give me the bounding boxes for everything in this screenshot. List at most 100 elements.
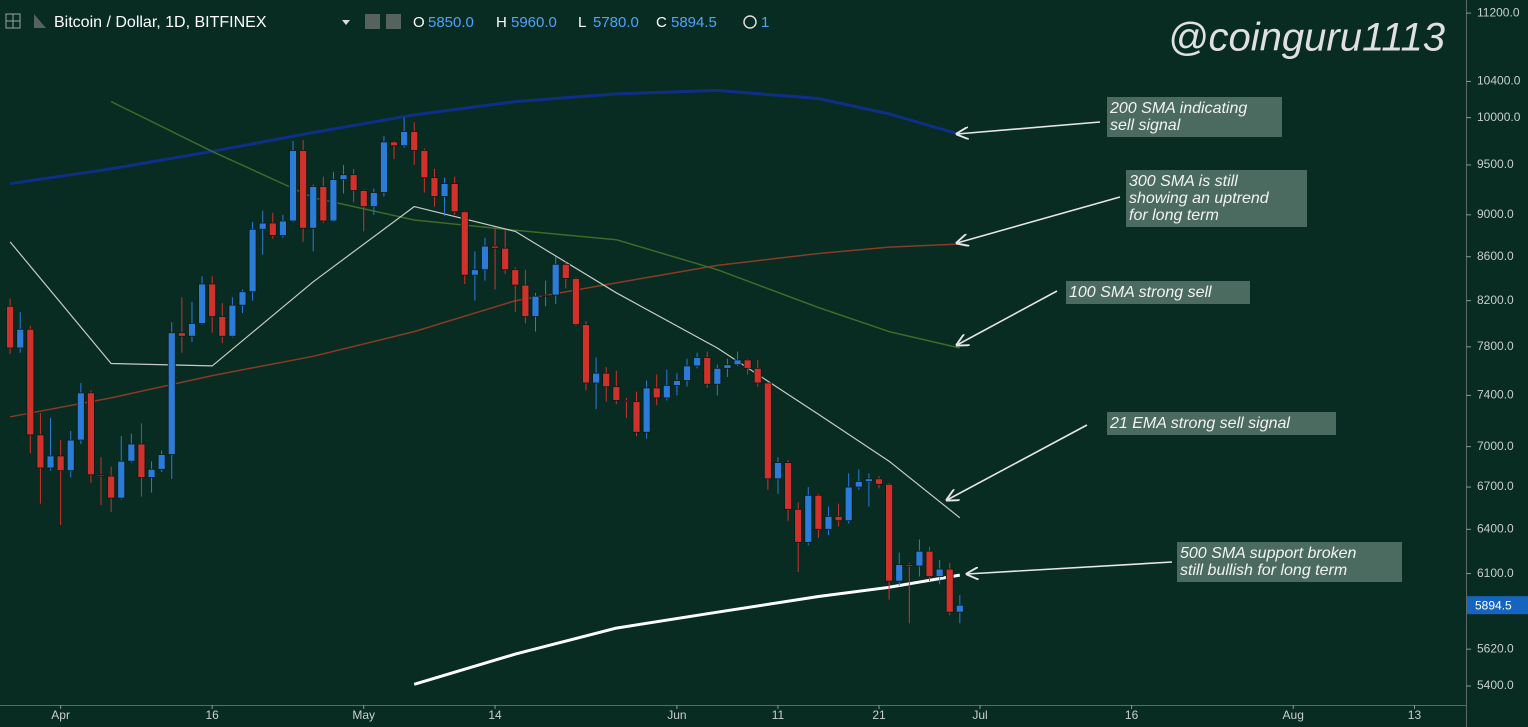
y-tick-label: 11200.0 [1477, 5, 1520, 19]
candle-body [955, 604, 964, 613]
candle-body [66, 439, 75, 472]
candle-body [228, 304, 237, 337]
x-tick-label: Jul [972, 708, 987, 722]
candle-body [299, 150, 308, 229]
ohlc-key: H [496, 14, 507, 31]
annotation-text: 21 EMA strong sell signal [1109, 415, 1290, 432]
candle-body [945, 568, 954, 613]
candle-body [450, 183, 459, 213]
candle-body [824, 516, 833, 530]
candle-body [875, 478, 883, 485]
candle-body [501, 247, 510, 271]
candle-body [774, 462, 782, 480]
candle-body [369, 192, 378, 208]
settings-icon[interactable] [386, 14, 401, 29]
candle-body [6, 305, 15, 349]
candle-body [713, 367, 722, 385]
candle-body [814, 494, 823, 530]
candle-body [26, 328, 35, 436]
candle-body [521, 284, 530, 317]
x-tick-label: 11 [772, 708, 785, 722]
candle-body [268, 222, 277, 236]
annotation-text: 300 SMA is still [1129, 173, 1238, 190]
candle-body [925, 550, 934, 578]
watermark: @coinguru1113 [1168, 16, 1445, 60]
candle-body [844, 486, 853, 522]
candle-body [511, 269, 520, 286]
candle-body [107, 475, 116, 499]
x-tick-label: Aug [1283, 708, 1304, 722]
candle-body [470, 269, 479, 276]
annotation-text: for long term [1129, 207, 1219, 224]
candle-body [481, 245, 489, 271]
candle-body [46, 455, 55, 469]
candle-body [743, 359, 752, 369]
candle-body [834, 516, 843, 522]
annotation-box [1107, 97, 1282, 137]
candle-body [248, 228, 257, 293]
x-tick-label: 16 [205, 708, 219, 722]
candle-body [683, 365, 691, 381]
candle-body [218, 316, 227, 337]
y-tick-label: 5620.0 [1477, 641, 1514, 655]
candle-body [864, 478, 873, 482]
y-tick-label: 6400.0 [1477, 521, 1514, 535]
x-tick-label: May [352, 708, 375, 722]
candle-body [460, 211, 469, 276]
symbol-caret[interactable] [342, 20, 350, 25]
ohlc-value: 5960.0 [511, 14, 557, 31]
candle-body [622, 399, 631, 403]
x-tick-label: Apr [51, 708, 70, 722]
annotation-text: showing an uptrend [1129, 190, 1270, 207]
ohlc: O 5850.0 H 5960.0 L 5780.0 C 5894.5 [413, 14, 717, 31]
y-tick-label: 6700.0 [1477, 479, 1514, 493]
candle-body [935, 568, 944, 578]
plot-area [6, 88, 964, 686]
candle-body [167, 332, 176, 455]
candle-body [238, 291, 247, 306]
x-tick-label: 13 [1408, 708, 1422, 722]
settings-icon[interactable] [365, 14, 380, 29]
candle-body [693, 357, 702, 367]
y-tick-label: 10000.0 [1477, 110, 1521, 124]
candle-body [117, 460, 126, 499]
candle-body [319, 186, 328, 222]
candle-body [885, 483, 894, 582]
candle-body [420, 150, 429, 179]
candle-body [440, 183, 449, 197]
ohlc-key: O [413, 14, 425, 31]
candle-body [753, 367, 762, 384]
alerts-count: 1 [761, 14, 769, 31]
candle-body [208, 283, 217, 317]
candle-body [582, 324, 590, 384]
ohlc-value: 5894.5 [671, 14, 717, 31]
alarm-icon[interactable] [743, 15, 757, 29]
annotation-box [1066, 281, 1250, 304]
ohlc-key: C [656, 14, 667, 31]
candle-body [16, 328, 25, 349]
annotation-box [1126, 170, 1307, 227]
ohlc-key: L [578, 14, 586, 31]
last-price-label: 5894.5 [1475, 598, 1512, 612]
y-tick-label: 9000.0 [1477, 207, 1514, 221]
compare-icon[interactable] [34, 14, 46, 28]
header: Bitcoin / Dollar, 1D, BITFINEX O 5850.0 H 5… [5, 13, 769, 31]
candle-body [430, 177, 439, 197]
symbol[interactable]: Bitcoin / Dollar, 1D, BITFINEX [54, 14, 267, 31]
y-tick-label: 8200.0 [1477, 293, 1514, 307]
candle-body [632, 401, 641, 433]
candle-body [188, 323, 196, 337]
x-tick-label: 14 [488, 708, 502, 722]
annotation-box [1177, 542, 1402, 582]
annotation-text: 100 SMA strong sell [1069, 284, 1212, 301]
y-tick-label: 5400.0 [1477, 678, 1514, 692]
last-price-box [1467, 596, 1528, 615]
annotation-arrow [957, 196, 1121, 243]
candle-body [642, 387, 651, 433]
candle-body [56, 455, 65, 472]
candle-body [541, 294, 550, 297]
y-tick-label: 7000.0 [1477, 439, 1514, 453]
candle-body [895, 564, 904, 582]
candle-body [87, 392, 95, 476]
candle-body [915, 550, 924, 567]
